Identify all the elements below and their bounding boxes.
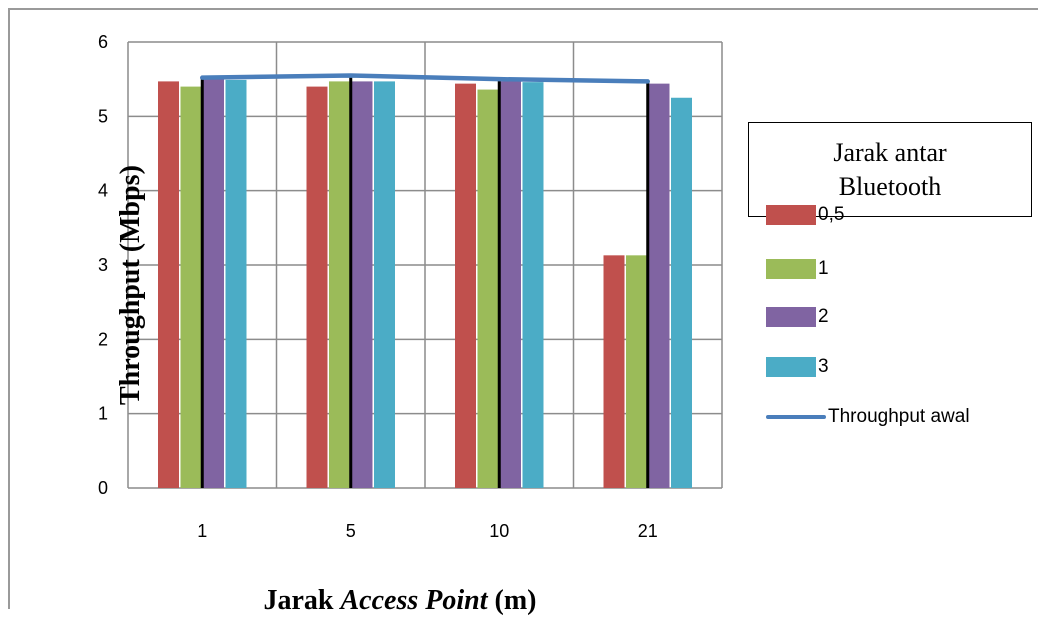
bar-series-2-cat-1 [351,81,373,488]
legend-label-0-5: 0,5 [818,204,845,225]
bar-series-0-cat-0 [158,81,179,488]
bar-series-2-cat-0 [203,79,224,489]
bar-series-0-cat-3 [603,255,625,488]
bar-series-1-cat-2 [477,89,499,488]
legend-label-3: 3 [818,356,829,377]
bar-series-3-cat-3 [671,97,692,488]
x-tick-label-1: 5 [346,521,356,541]
legend-label-throughput-awal: Throughput awal [828,406,970,427]
legend-label-1: 1 [818,258,829,279]
bar-series-3-cat-2 [522,82,544,488]
legend-swatch-0-5 [766,205,816,225]
bar-series-3-cat-1 [374,81,395,488]
bar-series-2-cat-2 [500,81,521,488]
bar-series-0-cat-2 [455,83,476,489]
bar-series-1-cat-0 [180,86,202,488]
y-tick-label-2: 2 [98,329,108,349]
x-axis-title-italic: Access Point [340,585,488,616]
legend-item-3: 3 [766,352,829,382]
chart-frame [8,8,1038,609]
x-axis-title-suffix: (m) [487,585,537,616]
legend-label-2: 2 [818,306,829,327]
bar-series-3-cat-0 [225,79,247,488]
y-axis-title: Throughput (Mbps) [115,165,146,405]
y-tick-label-6: 6 [98,32,108,52]
x-tick-label-2: 10 [489,521,509,541]
y-tick-label-3: 3 [98,255,108,275]
y-tick-label-5: 5 [98,106,108,126]
legend-swatch-1 [766,259,816,279]
x-tick-label-0: 1 [197,521,207,541]
legend-title: Jarak antar Bluetooth [833,137,947,201]
throughput-awal-line [200,73,650,84]
legend-item-0-5: 0,5 [766,200,844,230]
x-tick-label-3: 21 [638,521,658,541]
legend-title-box: Jarak antar Bluetooth [748,122,1032,217]
legend-line-throughput-awal [766,415,826,419]
legend-item-1: 1 [766,254,829,284]
y-tick-label-0: 0 [98,478,108,498]
y-tick-label-4: 4 [98,181,108,201]
legend-swatch-2 [766,307,816,327]
legend-item-2: 2 [766,302,829,332]
y-tick-label-1: 1 [98,404,108,424]
legend-swatch-3 [766,357,816,377]
bar-series-1-cat-1 [329,81,350,488]
x-axis-title-plain: Jarak [263,585,341,616]
bar-series-1-cat-3 [626,255,647,488]
x-axis-title: Jarak Access Point (m) [200,585,600,617]
bar-series-2-cat-3 [648,83,670,489]
bar-series-0-cat-1 [306,86,328,488]
legend-item-throughput-awal: Throughput awal [766,402,970,432]
